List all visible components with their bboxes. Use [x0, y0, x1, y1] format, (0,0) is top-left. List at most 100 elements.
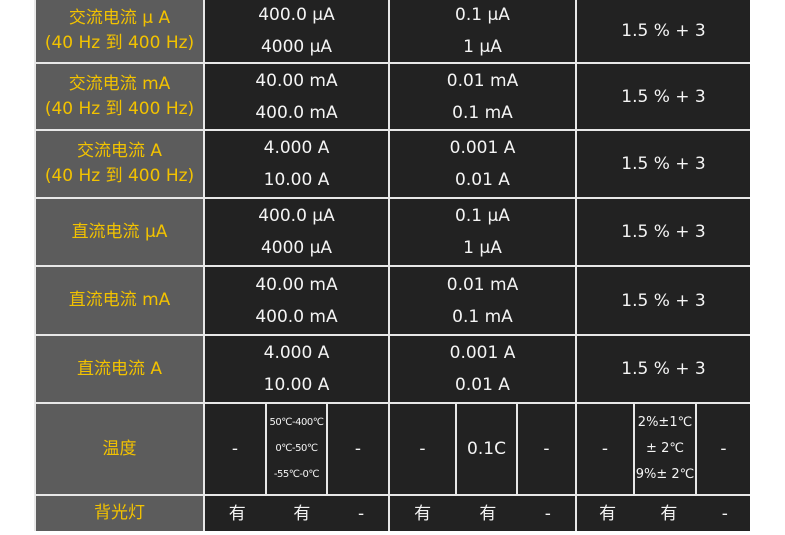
accuracy-cell: 1.5 % + 3 [577, 336, 750, 402]
cell-text: 400.0 μA [258, 206, 335, 226]
cell-text: 1.5 % + 3 [621, 86, 706, 107]
accuracy-cell: 1.5 % + 3 [577, 64, 750, 129]
cell-text: 有 [479, 503, 497, 524]
cell-text: - [543, 439, 550, 459]
cell-text: 4.000 A [263, 343, 330, 363]
temperature-cell: - [328, 404, 388, 494]
cell-text: -55℃-0℃ [273, 469, 320, 480]
cell-text: 0℃-50℃ [275, 443, 318, 454]
resolution-cell: 0.1 μA 1 μA [390, 199, 575, 265]
cell-text: 10.00 A [263, 375, 330, 395]
cell-text: 背光灯 [94, 503, 145, 523]
cell-text: 400.0 mA [255, 102, 338, 123]
temperature-cell: 50℃-400℃ 0℃-50℃ -55℃-0℃ [267, 404, 326, 494]
cell-text: 0.01 mA [446, 274, 519, 295]
cell-text: 4000 μA [260, 238, 333, 258]
temperature-cell: 0.1C [457, 404, 516, 494]
cell-text: 0.1 mA [452, 306, 513, 327]
cell-text: 0.001 A [449, 138, 516, 158]
cell-text: 温度 [102, 438, 137, 459]
cell-text: 0.1 mA [452, 102, 513, 123]
backlight-cell: 有有- [205, 496, 388, 531]
cell-text: - [601, 439, 609, 459]
row-label: 交流电流 A (40 Hz 到 400 Hz) [36, 131, 203, 197]
cell-text: 0.01 A [455, 170, 510, 190]
cell-text: - [231, 439, 239, 459]
cell-text: 0.001 A [449, 343, 516, 363]
resolution-cell: 0.001 A 0.01 A [390, 131, 575, 197]
backlight-cell: 有有- [390, 496, 575, 531]
cell-text: 10.00 A [263, 170, 330, 190]
range-cell: 40.00 mA 400.0 mA [205, 64, 388, 129]
backlight-label: 背光灯 [36, 496, 203, 531]
row-label: 直流电流 A [36, 336, 203, 402]
cell-text: 1.5 % + 3 [621, 154, 706, 174]
cell-text: 4000 μA [260, 37, 333, 57]
range-cell: 4.000 A 10.00 A [205, 336, 388, 402]
spec-table: 交流电流 μ A (40 Hz 到 400 Hz) 400.0 μA 4000 μA 0… [34, 0, 750, 531]
cell-text: 4.000 A [263, 138, 330, 158]
cell-text: 50℃-400℃ [269, 417, 324, 428]
temperature-cell: - [577, 404, 633, 494]
cell-text: 直流电流 A [76, 358, 163, 379]
temperature-cell: 2%±1℃ ± 2℃ 9%± 2℃ [635, 404, 695, 494]
cell-text: - [544, 503, 551, 524]
cell-text: ± 2℃ [646, 441, 684, 456]
cell-text: 直流电流 mA [68, 290, 171, 310]
cell-text: - [358, 503, 365, 524]
cell-text: 0.1 μA [455, 206, 510, 226]
cell-text: 40.00 mA [255, 274, 338, 295]
cell-text: 9%± 2℃ [635, 467, 695, 482]
cell-text: 交流电流 A [76, 141, 163, 161]
cell-text: 直流电流 μA [71, 221, 168, 242]
cell-text: (40 Hz 到 400 Hz) [44, 33, 195, 53]
accuracy-cell: 1.5 % + 3 [577, 0, 750, 62]
cell-text: 1.5 % + 3 [621, 290, 706, 311]
row-label: 交流电流 mA (40 Hz 到 400 Hz) [36, 64, 203, 129]
row-label: 直流电流 μA [36, 199, 203, 265]
cell-text: - [721, 503, 728, 524]
cell-text: (40 Hz 到 400 Hz) [44, 166, 195, 186]
row-label: 直流电流 mA [36, 267, 203, 334]
cell-text: 有 [293, 503, 311, 524]
cell-text: 1.5 % + 3 [621, 222, 706, 242]
resolution-cell: 0.01 mA 0.1 mA [390, 64, 575, 129]
temperature-cell: - [390, 404, 455, 494]
cell-text: 1 μA [463, 37, 502, 57]
cell-text: 交流电流 μ A [68, 8, 171, 28]
cell-text: 有 [660, 503, 678, 524]
cell-text: 400.0 μA [258, 5, 335, 25]
accuracy-cell: 1.5 % + 3 [577, 131, 750, 197]
cell-text: 有 [228, 503, 246, 524]
range-cell: 400.0 μA 4000 μA [205, 199, 388, 265]
cell-text: 交流电流 mA [68, 73, 171, 94]
range-cell: 400.0 μA 4000 μA [205, 0, 388, 62]
row-label: 交流电流 μ A (40 Hz 到 400 Hz) [36, 0, 203, 62]
cell-text: 1.5 % + 3 [621, 359, 706, 379]
cell-text: 有 [599, 503, 617, 524]
cell-text: - [354, 439, 362, 459]
cell-text: 0.1C [467, 439, 506, 459]
backlight-cell: 有有- [577, 496, 750, 531]
range-cell: 40.00 mA 400.0 mA [205, 267, 388, 334]
cell-text: (40 Hz 到 400 Hz) [44, 98, 195, 119]
resolution-cell: 0.001 A 0.01 A [390, 336, 575, 402]
cell-text: - [419, 439, 426, 459]
cell-text: - [720, 439, 727, 459]
cell-text: 0.1 μA [455, 5, 510, 25]
cell-text: 1.5 % + 3 [621, 21, 706, 41]
temperature-label: 温度 [36, 404, 203, 494]
cell-text: 40.00 mA [255, 70, 338, 91]
cell-text: 0.01 A [455, 375, 510, 395]
resolution-cell: 0.01 mA 0.1 mA [390, 267, 575, 334]
temperature-cell: - [697, 404, 750, 494]
resolution-cell: 0.1 μA 1 μA [390, 0, 575, 62]
temperature-cell: - [205, 404, 265, 494]
cell-text: 400.0 mA [255, 306, 338, 327]
cell-text: 1 μA [463, 238, 502, 258]
accuracy-cell: 1.5 % + 3 [577, 267, 750, 334]
cell-text: 有 [414, 503, 432, 524]
accuracy-cell: 1.5 % + 3 [577, 199, 750, 265]
temperature-cell: - [518, 404, 575, 494]
cell-text: 2%±1℃ [637, 415, 693, 430]
